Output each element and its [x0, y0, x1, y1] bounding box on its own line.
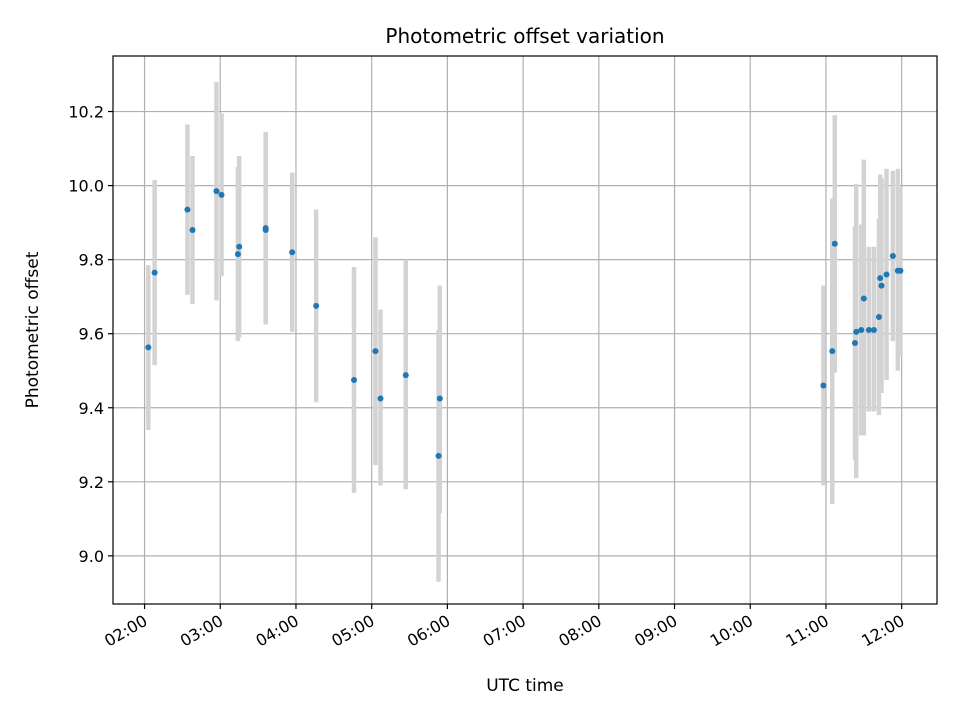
- data-point: [878, 282, 885, 289]
- data-point: [875, 314, 882, 321]
- data-point: [883, 271, 890, 278]
- data-point: [877, 275, 884, 282]
- data-point: [860, 295, 867, 302]
- y-tick-label: 10.2: [68, 103, 104, 122]
- data-point: [289, 249, 296, 256]
- chart-title: Photometric offset variation: [385, 24, 664, 48]
- data-point: [184, 206, 191, 213]
- data-point: [236, 243, 243, 250]
- plot-frame: [112, 55, 938, 605]
- data-point: [351, 376, 358, 383]
- data-point: [870, 327, 877, 333]
- data-point: [865, 327, 872, 333]
- data-point: [145, 344, 152, 351]
- data-point: [213, 188, 220, 195]
- y-tick-label: 10.0: [68, 177, 104, 196]
- data-point: [831, 240, 838, 247]
- data-point: [436, 395, 443, 402]
- data-points: [145, 188, 904, 459]
- data-point: [829, 348, 836, 355]
- data-point: [377, 395, 384, 402]
- y-tick-label: 9.0: [79, 547, 104, 566]
- data-point: [853, 328, 860, 335]
- data-point: [897, 267, 904, 274]
- y-tick-label: 9.2: [79, 473, 104, 492]
- y-axis-label: Photometric offset: [23, 251, 43, 408]
- data-point: [820, 382, 827, 389]
- data-point: [189, 227, 196, 234]
- data-point: [372, 348, 379, 355]
- data-point: [435, 452, 442, 459]
- data-point: [151, 269, 158, 276]
- data-point: [262, 225, 269, 232]
- y-axis-ticks: 9.0 9.2 9.4 9.6 9.8 10.0 10.2: [68, 103, 113, 566]
- y-tick-label: 9.8: [79, 251, 104, 270]
- data-point: [218, 191, 225, 198]
- y-tick-label: 9.4: [79, 399, 104, 418]
- data-point: [851, 339, 858, 346]
- data-point: [858, 327, 865, 333]
- x-axis-label: UTC time: [486, 676, 564, 696]
- data-point: [313, 302, 320, 309]
- y-tick-label: 9.6: [79, 325, 104, 344]
- data-point: [234, 251, 241, 258]
- data-point: [402, 372, 409, 379]
- data-point: [889, 252, 896, 259]
